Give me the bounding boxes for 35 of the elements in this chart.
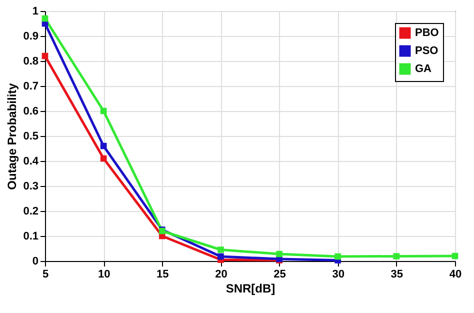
point [452,252,458,260]
y-axis-title: Outage Probability [5,82,20,190]
y-tick-label: 0.9 [23,30,38,42]
legend-label: PBO [415,27,440,39]
y-tick-label: 0.3 [23,180,38,192]
point [334,253,342,260]
point [218,253,224,260]
y-tick-label: 0.4 [23,156,40,168]
legend-label: GA [415,63,432,75]
point [218,246,224,253]
x-tick-label: 10 [98,268,110,280]
y-tick-label: 0.6 [23,106,38,118]
point [42,52,48,60]
x-axis-title: SNR[dB] [226,282,276,296]
x-tick-label: 25 [274,268,286,280]
point [100,155,107,162]
point [100,142,107,150]
y-tick-label: 0.7 [23,80,38,92]
point [276,250,282,258]
x-tick-label: 35 [390,268,404,280]
point [393,253,400,260]
point [100,108,107,114]
y-tick-label: 0.1 [23,230,38,242]
legend-label: PSO [415,45,439,57]
y-tick-label: 0.5 [23,130,38,142]
y-tick-label: 0.8 [23,56,38,68]
x-tick-label: 5 [42,268,49,280]
x-tick-label: 40 [449,268,462,280]
y-tick-label: 0 [32,256,38,268]
x-tick-label: 30 [332,268,344,280]
y-tick-label: 0.2 [23,206,38,218]
x-tick-label: 20 [215,268,228,280]
point [42,15,48,22]
x-tick-label: 15 [156,268,169,280]
y-tick-label: 1 [32,6,38,18]
